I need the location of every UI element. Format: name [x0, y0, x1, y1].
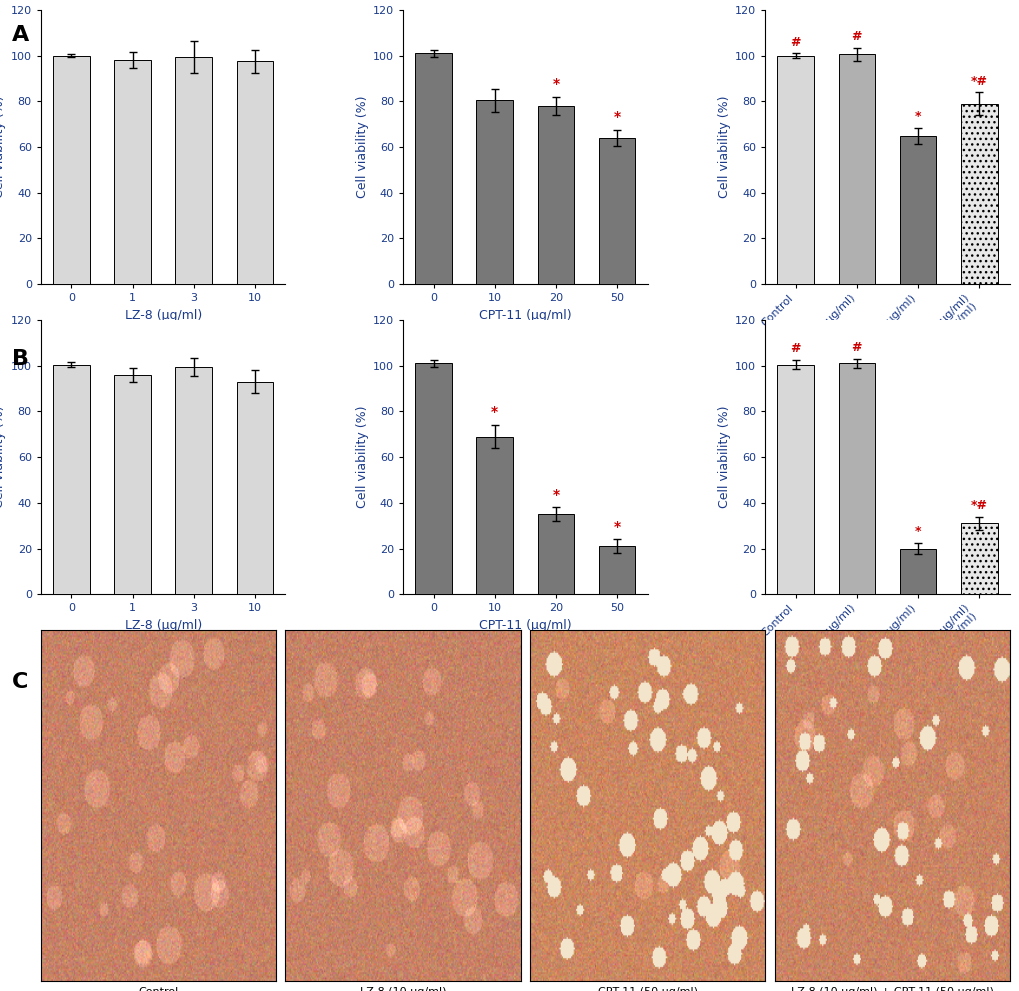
Bar — [598, 546, 635, 595]
X-axis label: LZ-8 (μg/ml): LZ-8 (μg/ml) — [124, 308, 202, 322]
Text: #: # — [790, 343, 800, 356]
Text: *#: *# — [970, 74, 986, 87]
Bar — [899, 548, 935, 595]
Bar — [415, 54, 451, 284]
Bar — [175, 367, 212, 595]
Y-axis label: Cell viability (%): Cell viability (%) — [0, 406, 6, 508]
Text: *#: *# — [970, 498, 986, 512]
Y-axis label: Cell viability (%): Cell viability (%) — [356, 96, 368, 198]
Text: *: * — [551, 77, 558, 91]
Text: *: * — [491, 405, 498, 419]
Bar — [838, 55, 874, 284]
Bar — [53, 365, 90, 595]
Y-axis label: Cell viability (%): Cell viability (%) — [717, 406, 730, 508]
Text: #: # — [851, 30, 861, 43]
Y-axis label: Cell viability (%): Cell viability (%) — [356, 406, 368, 508]
Bar — [537, 514, 574, 595]
Bar — [960, 523, 997, 595]
Bar — [899, 136, 935, 284]
X-axis label: CPT-11 (μg/ml): CPT-11 (μg/ml) — [479, 308, 571, 322]
Bar — [776, 365, 813, 595]
Text: #: # — [851, 341, 861, 355]
Bar — [236, 382, 273, 595]
Bar — [415, 364, 451, 595]
X-axis label: LZ-8 (10 μg/ml): LZ-8 (10 μg/ml) — [360, 987, 445, 991]
Y-axis label: Cell viability (%): Cell viability (%) — [717, 96, 730, 198]
X-axis label: Control: Control — [139, 987, 178, 991]
Text: *: * — [914, 525, 920, 538]
Bar — [960, 104, 997, 284]
Bar — [838, 364, 874, 595]
Bar — [236, 61, 273, 284]
X-axis label: LZ-8 (μg/ml): LZ-8 (μg/ml) — [124, 618, 202, 632]
Bar — [598, 138, 635, 284]
Bar — [53, 55, 90, 284]
Text: B: B — [12, 349, 30, 369]
Text: *: * — [612, 519, 620, 534]
Bar — [476, 100, 513, 284]
Bar — [776, 55, 813, 284]
Y-axis label: Cell viability (%): Cell viability (%) — [0, 96, 6, 198]
Text: A: A — [12, 25, 30, 45]
Bar — [476, 437, 513, 595]
X-axis label: CPT-11 (50 μg/ml): CPT-11 (50 μg/ml) — [597, 987, 697, 991]
Bar — [537, 106, 574, 284]
Text: *: * — [551, 488, 558, 501]
Text: #: # — [790, 36, 800, 49]
Text: *: * — [914, 110, 920, 123]
Bar — [114, 375, 151, 595]
Text: C: C — [12, 672, 29, 692]
Bar — [175, 56, 212, 284]
X-axis label: LZ-8 (10 μg/ml) + CPT-11 (50 μg/ml): LZ-8 (10 μg/ml) + CPT-11 (50 μg/ml) — [790, 987, 993, 991]
X-axis label: CPT-11 (μg/ml): CPT-11 (μg/ml) — [479, 618, 571, 632]
Text: *: * — [612, 110, 620, 124]
Bar — [114, 60, 151, 284]
